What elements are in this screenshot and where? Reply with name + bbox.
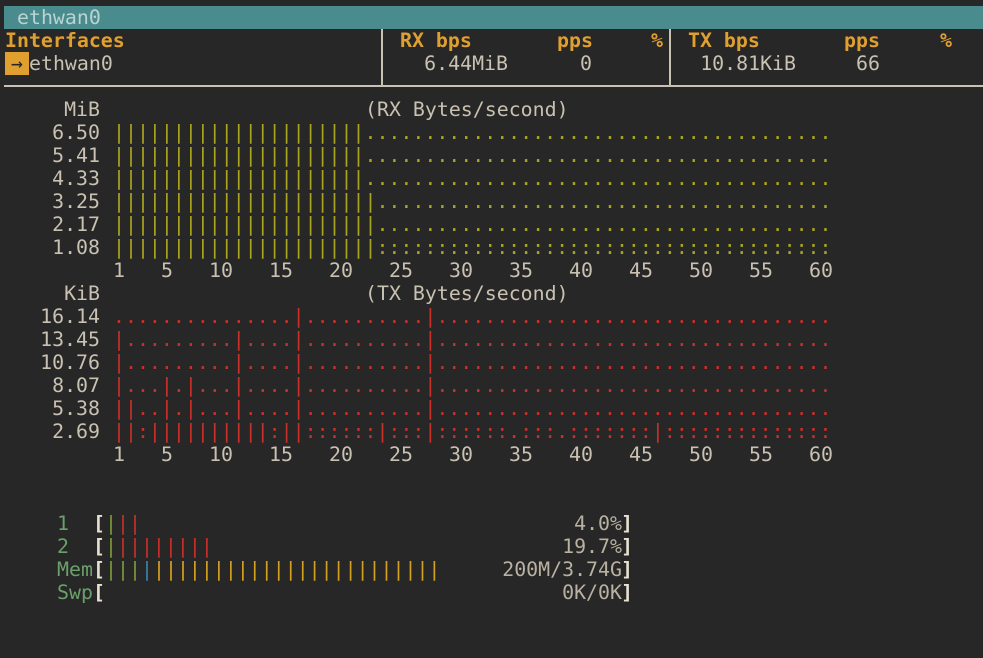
meter-bracket: ]: [621, 558, 633, 581]
meter-bar: |||: [105, 558, 141, 581]
graph-row: ||||||||||||||||||||||::::::::::::::::::…: [113, 236, 832, 259]
x-label: 45: [629, 443, 653, 466]
x-label: 55: [749, 259, 773, 282]
x-label: 40: [569, 443, 593, 466]
header: pps: [557, 29, 593, 52]
x-label: 30: [449, 443, 473, 466]
separator: [4, 85, 983, 87]
x-label: 60: [809, 443, 833, 466]
meter-label: 2: [57, 535, 69, 558]
meter-value: 200M/3.74G: [502, 558, 622, 581]
meter-bar: ||: [117, 512, 141, 535]
header: %: [651, 29, 663, 52]
meter-bracket: [: [93, 558, 105, 581]
title-bar: [4, 6, 983, 29]
meter-bar: |: [105, 535, 117, 558]
x-label: 20: [329, 259, 353, 282]
header: RX bps: [400, 29, 472, 52]
graph-unit: MiB: [64, 98, 100, 121]
y-label: 13.45: [40, 328, 100, 351]
x-label: 1: [113, 259, 125, 282]
x-label: 60: [809, 259, 833, 282]
graph-unit: KiB: [64, 282, 100, 305]
x-label: 20: [329, 443, 353, 466]
separator: [381, 29, 383, 85]
meter-bar: ||||||||||||||||||||||||: [153, 558, 441, 581]
meter-value: 4.0%: [574, 512, 622, 535]
x-label: 10: [209, 259, 233, 282]
graph-row: |...|.|...|....|..........|.............…: [113, 374, 832, 397]
graph-row: |.........|....|..........|.............…: [113, 351, 832, 374]
x-label: 15: [269, 443, 293, 466]
graph-row: ||||||||||||||||||||||..................…: [113, 213, 832, 236]
meter-value: 0K/0K: [562, 581, 622, 604]
meter-bracket: [: [93, 535, 105, 558]
header: TX bps: [688, 29, 760, 52]
x-label: 35: [509, 259, 533, 282]
header: pps: [844, 29, 880, 52]
x-label: 15: [269, 259, 293, 282]
graph-row: ||..|.|...|....|..........|.............…: [113, 397, 832, 420]
header: Interfaces: [5, 29, 125, 52]
meter-bracket: ]: [621, 535, 633, 558]
x-label: 45: [629, 259, 653, 282]
y-label: 2.69: [52, 420, 100, 443]
x-label: 25: [389, 443, 413, 466]
tx-pps: 66: [856, 52, 880, 75]
meter-label: 1: [57, 512, 69, 535]
graph-title: (RX Bytes/second): [365, 98, 569, 121]
rx-bps: 6.44MiB: [424, 52, 508, 75]
y-label: 4.33: [52, 167, 100, 190]
x-label: 5: [161, 259, 173, 282]
y-label: 3.25: [52, 190, 100, 213]
tx-bps: 10.81KiB: [700, 52, 796, 75]
graph-row: |||||||||||||||||||||...................…: [113, 167, 832, 190]
y-label: 5.38: [52, 397, 100, 420]
separator: [669, 29, 671, 85]
meter-bracket: ]: [621, 512, 633, 535]
graph-row: ||:||||||||||:||::::::|:::|::::::.:::.::…: [113, 420, 832, 443]
y-label: 10.76: [40, 351, 100, 374]
x-label: 55: [749, 443, 773, 466]
meter-bracket: [: [93, 512, 105, 535]
meter-bracket: ]: [621, 581, 633, 604]
header: %: [940, 29, 952, 52]
meter-label: Mem: [57, 558, 93, 581]
meter-bar: |: [141, 558, 153, 581]
meter-bar: |: [105, 512, 117, 535]
x-label: 5: [161, 443, 173, 466]
meter-bracket: [: [93, 581, 105, 604]
graph-title: (TX Bytes/second): [365, 282, 569, 305]
meter-value: 19.7%: [562, 535, 622, 558]
y-label: 16.14: [40, 305, 100, 328]
y-label: 2.17: [52, 213, 100, 236]
meter-label: Swp: [57, 581, 93, 604]
y-label: 5.41: [52, 144, 100, 167]
x-label: 25: [389, 259, 413, 282]
x-label: 50: [689, 259, 713, 282]
selection-marker[interactable]: →: [5, 52, 29, 75]
title-bar-text: ethwan0: [17, 6, 101, 29]
graph-row: |||||||||||||||||||||...................…: [113, 121, 832, 144]
meter-bar: ||||||||: [117, 535, 213, 558]
x-label: 1: [113, 443, 125, 466]
x-label: 10: [209, 443, 233, 466]
y-label: 6.50: [52, 121, 100, 144]
x-label: 40: [569, 259, 593, 282]
graph-row: ||||||||||||||||||||||..................…: [113, 190, 832, 213]
graph-row: ...............|..........|.............…: [113, 305, 832, 328]
x-label: 30: [449, 259, 473, 282]
graph-row: |||||||||||||||||||||...................…: [113, 144, 832, 167]
rx-pps: 0: [580, 52, 592, 75]
interface-name[interactable]: ethwan0: [29, 52, 113, 75]
x-label: 35: [509, 443, 533, 466]
y-label: 8.07: [52, 374, 100, 397]
graph-row: |.........|....|..........|.............…: [113, 328, 832, 351]
x-label: 50: [689, 443, 713, 466]
y-label: 1.08: [52, 236, 100, 259]
